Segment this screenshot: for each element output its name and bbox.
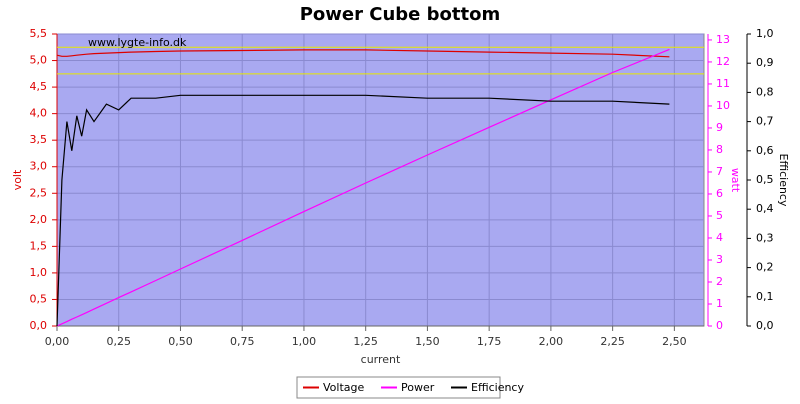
y-tick-label: 5,5: [30, 27, 48, 40]
x-tick-label: 0,00: [45, 335, 70, 348]
y-tick-label: 5,0: [30, 54, 48, 67]
y-tick-label: 4,0: [30, 107, 48, 120]
y-tick-label: 2,0: [30, 213, 48, 226]
y-tick-label: 3,0: [30, 160, 48, 173]
y3-axis-label: Efficiency: [777, 154, 790, 207]
legend-label: Voltage: [323, 381, 364, 394]
y2-tick-label: 13: [716, 33, 730, 46]
y3-tick-label: 0,6: [756, 144, 774, 157]
y2-tick-label: 7: [716, 165, 723, 178]
plot-area: [56, 33, 705, 327]
x-tick-label: 1,25: [353, 335, 378, 348]
x-tick-label: 2,50: [662, 335, 687, 348]
y2-tick-label: 4: [716, 231, 723, 244]
chart-title: Power Cube bottom: [300, 4, 501, 25]
y2-tick-label: 6: [716, 187, 723, 200]
series-line: [56, 49, 670, 58]
x-tick-label: 0,25: [106, 335, 131, 348]
series-line: [56, 94, 670, 327]
y-tick-label: 1,5: [30, 239, 48, 252]
y-tick-label: 3,5: [30, 133, 48, 146]
y2-tick-label: 8: [716, 143, 723, 156]
y2-axis-label: watt: [729, 168, 742, 193]
legend-label: Power: [401, 381, 435, 394]
y-tick-label: 2,5: [30, 186, 48, 199]
y2-tick-label: 3: [716, 253, 723, 266]
watermark: www.lygte-info.dk: [88, 36, 187, 49]
y2-tick-label: 2: [716, 275, 723, 288]
y-tick-label: 1,0: [30, 266, 48, 279]
y-tick-label: 0,0: [30, 319, 48, 332]
x-tick-label: 1,75: [477, 335, 502, 348]
y3-tick-label: 0,8: [756, 85, 774, 98]
legend-label: Efficiency: [471, 381, 524, 394]
x-tick-label: 0,50: [168, 335, 193, 348]
y2-tick-label: 0: [716, 319, 723, 332]
series-line: [56, 48, 670, 327]
y-tick-label: 0,5: [30, 292, 48, 305]
x-tick-label: 2,25: [600, 335, 625, 348]
y2-tick-label: 1: [716, 297, 723, 310]
y3-tick-label: 0,2: [756, 261, 774, 274]
x-tick-label: 1,50: [415, 335, 440, 348]
y3-tick-label: 0,9: [756, 56, 774, 69]
y2-tick-label: 11: [716, 77, 730, 90]
legend-box: [296, 376, 501, 399]
y2-tick-label: 5: [716, 209, 723, 222]
x-axis-label: current: [361, 353, 401, 366]
x-tick-label: 2,00: [539, 335, 564, 348]
y2-tick-label: 9: [716, 121, 723, 134]
y3-tick-label: 0,0: [756, 319, 774, 332]
y3-tick-label: 1,0: [756, 27, 774, 40]
y3-tick-label: 0,5: [756, 173, 774, 186]
x-tick-label: 1,00: [292, 335, 317, 348]
y-axis-label: volt: [11, 169, 24, 190]
y3-tick-label: 0,4: [756, 202, 774, 215]
y2-tick-label: 10: [716, 99, 730, 112]
x-tick-label: 0,75: [230, 335, 255, 348]
y-tick-label: 4,5: [30, 80, 48, 93]
y3-tick-label: 0,3: [756, 231, 774, 244]
y2-tick-label: 12: [716, 55, 730, 68]
y3-tick-label: 0,7: [756, 115, 774, 128]
y3-tick-label: 0,1: [756, 290, 774, 303]
